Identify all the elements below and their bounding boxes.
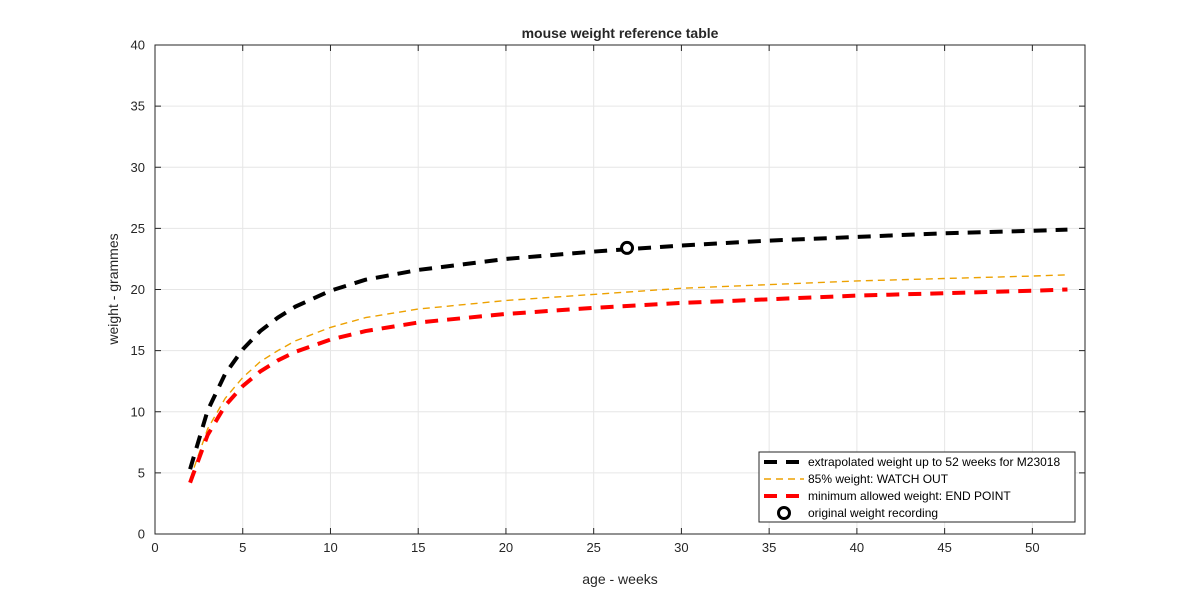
legend-items: extrapolated weight up to 52 weeks for M… xyxy=(764,455,1060,520)
x-tick-label: 25 xyxy=(586,540,600,555)
y-tick-label: 20 xyxy=(131,282,145,297)
x-tick-label: 40 xyxy=(850,540,864,555)
axis-ticks: 0 5 10 15 20 25 30 35 40 45 50 0 5 10 15 20 25 30 35 40 xyxy=(131,38,1085,555)
legend-entry-label: original weight recording xyxy=(808,506,938,520)
x-tick-label: 10 xyxy=(323,540,337,555)
y-tick-label: 5 xyxy=(138,465,145,480)
x-tick-label: 5 xyxy=(239,540,246,555)
series-lines xyxy=(188,227,1068,484)
y-tick-label: 40 xyxy=(131,38,145,53)
y-tick-label: 25 xyxy=(131,221,145,236)
legend-entry-label: minimum allowed weight: END POINT xyxy=(808,489,1011,503)
legend-entry-label: 85% weight: WATCH OUT xyxy=(808,472,949,486)
y-axis-label: weight - grammes xyxy=(105,233,121,345)
legend-marker-swatch xyxy=(777,506,791,520)
x-tick-label: 0 xyxy=(151,540,158,555)
y-tick-label: 15 xyxy=(131,343,145,358)
legend-entry-label: extrapolated weight up to 52 weeks for M… xyxy=(808,455,1060,469)
x-axis-label: age - weeks xyxy=(582,571,657,587)
y-tick-label: 35 xyxy=(131,99,145,114)
y-tick-label: 10 xyxy=(131,404,145,419)
x-tick-label: 20 xyxy=(499,540,513,555)
x-tick-label: 45 xyxy=(937,540,951,555)
x-tick-label: 30 xyxy=(674,540,688,555)
x-tick-label: 15 xyxy=(411,540,425,555)
series-line xyxy=(189,274,1068,480)
series-line xyxy=(188,287,1068,484)
legend[interactable]: extrapolated weight up to 52 weeks for M… xyxy=(758,451,1076,523)
y-tick-label: 0 xyxy=(138,527,145,542)
data-point-marker xyxy=(620,240,635,255)
x-tick-label: 35 xyxy=(762,540,776,555)
axes-box xyxy=(154,44,1086,535)
chart-title: mouse weight reference table xyxy=(522,25,719,41)
legend-box xyxy=(758,451,1076,523)
x-tick-label: 50 xyxy=(1025,540,1039,555)
data-points xyxy=(620,240,635,255)
y-tick-label: 30 xyxy=(131,160,145,175)
